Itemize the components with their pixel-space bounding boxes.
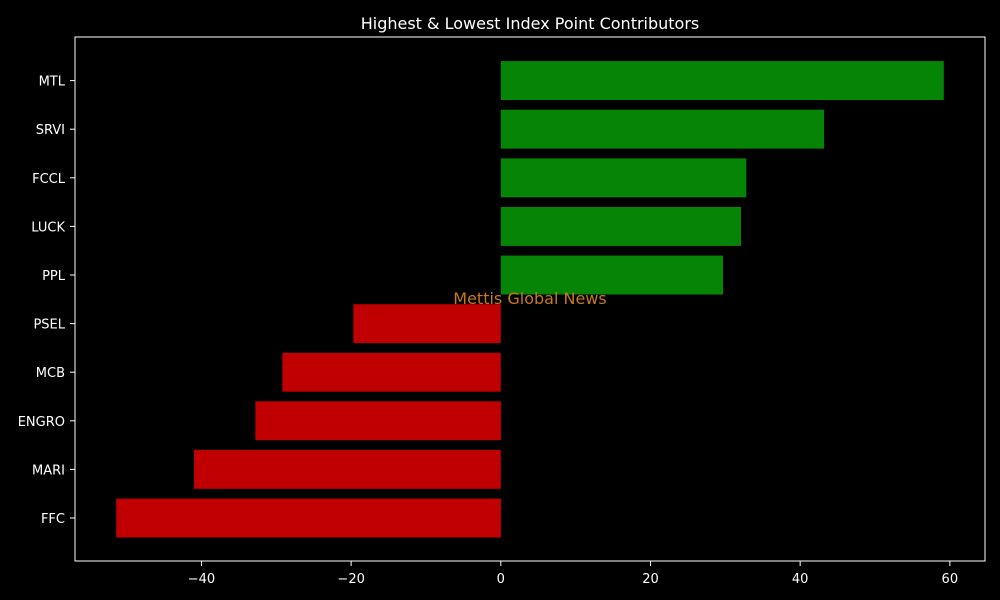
bar-ffc [116,498,501,538]
bars-layer [116,61,944,538]
plot-frame [74,36,986,562]
bar-engro [255,401,501,441]
x-tick-label: −40 [188,572,215,587]
bar-mari [194,449,501,489]
y-tick-label-ffc: FFC [41,512,65,527]
y-tick-label-mari: MARI [32,463,65,478]
bar-ppl [500,255,724,295]
bar-srvi [500,109,825,149]
x-tick-label: 60 [942,572,959,587]
y-tick-label-mcb: MCB [36,366,65,381]
bar-psel [353,304,501,344]
y-tick-label-psel: PSEL [33,318,65,333]
y-tick-label-ppl: PPL [42,269,66,284]
y-tick-label-luck: LUCK [31,220,65,235]
bar-fccl [500,158,747,198]
x-tick-label: −20 [337,572,364,587]
bar-mcb [282,352,501,392]
axes-layer: MTL SRVI FCCL LUCK PPL PSEL MCB ENGRO MARI FFC −40… [18,36,986,587]
bar-mtl [500,61,944,100]
chart-title: Highest & Lowest Index Point Contributor… [361,14,700,33]
x-tick-label: 0 [497,572,505,587]
x-tick-label: 20 [642,572,659,587]
y-tick-label-fccl: FCCL [32,172,66,187]
y-tick-label-mtl: MTL [39,75,66,90]
x-tick-label: 40 [792,572,809,587]
watermark: Mettis Global News [453,289,606,308]
y-tick-label-engro: ENGRO [18,415,65,430]
bar-luck [500,207,741,246]
y-tick-label-srvi: SRVI [36,123,65,138]
